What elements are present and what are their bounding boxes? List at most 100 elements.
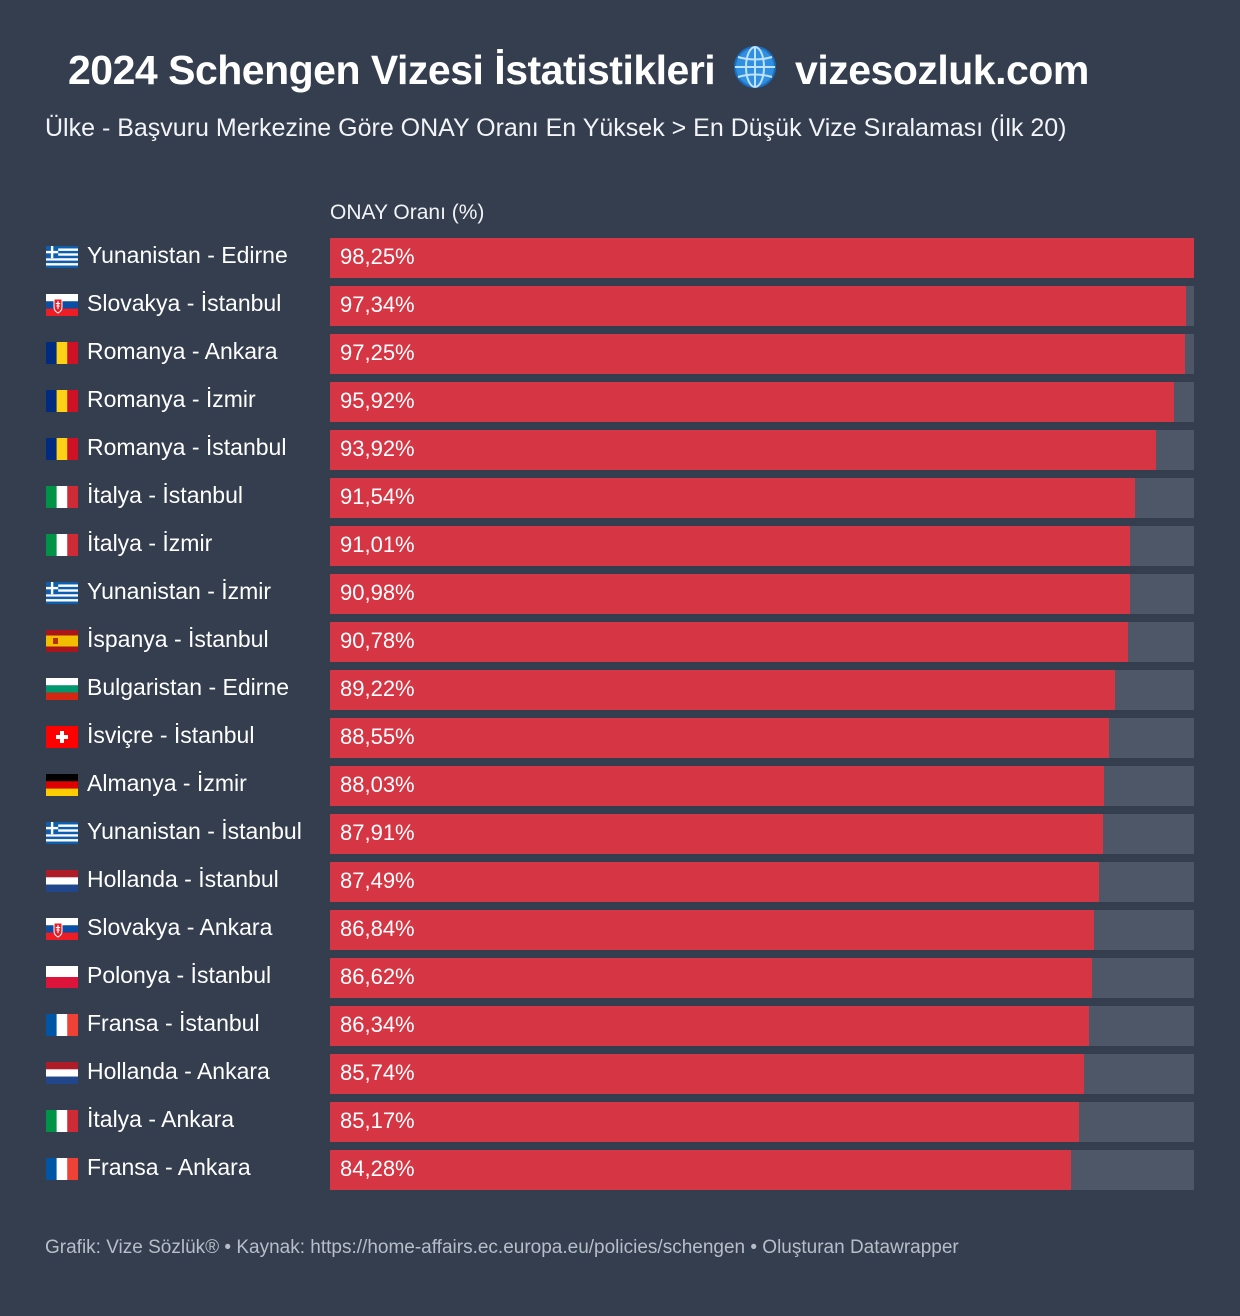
chart-row: İspanya - İstanbul 90,78% [0,622,1240,662]
romania-flag-icon [46,390,78,412]
slovakia-flag-icon [46,294,78,316]
netherlands-flag-icon [46,1062,78,1084]
category-label: Slovakya - İstanbul [87,290,282,316]
bar-track: 84,28% [330,1150,1194,1190]
title-suffix: vizesozluk.com [795,47,1089,93]
chart-row: Hollanda - Ankara 85,74% [0,1054,1240,1094]
bar-track: 85,74% [330,1054,1194,1094]
bar [330,1150,1072,1190]
bar [330,1006,1090,1046]
bar [330,718,1109,758]
chart-row: Yunanistan - İzmir 90,98% [0,574,1240,614]
category-label: Slovakya - Ankara [87,914,273,940]
value-label: 85,74% [340,1060,415,1085]
italy-flag-icon [46,1110,78,1132]
category-label: Bulgaristan - Edirne [87,674,289,700]
value-label: 93,92% [340,436,415,461]
bar-track: 86,84% [330,910,1194,950]
category-label: Hollanda - İstanbul [87,866,279,892]
category-label: Fransa - İstanbul [87,1010,260,1036]
bar [330,958,1092,998]
chart-row: Fransa - Ankara 84,28% [0,1150,1240,1190]
bar [330,238,1194,278]
category-label: İtalya - İzmir [87,530,213,556]
value-label: 86,62% [340,964,415,989]
chart-row: Bulgaristan - Edirne 89,22% [0,670,1240,710]
bar [330,286,1186,326]
value-label: 87,91% [340,820,415,845]
category-label: İspanya - İstanbul [87,626,269,652]
value-label: 98,25% [340,244,415,269]
category-label: Yunanistan - İzmir [87,578,272,604]
bar-track: 95,92% [330,382,1194,422]
bar-track: 89,22% [330,670,1194,710]
value-label: 91,01% [340,532,415,557]
category-label: İtalya - İstanbul [87,482,243,508]
footer-credits: Grafik: Vize Sözlük® • Kaynak: https://h… [45,1237,959,1258]
category-label: Romanya - Ankara [87,338,278,364]
bar [330,622,1129,662]
value-label: 84,28% [340,1156,415,1181]
chart-row: Hollanda - İstanbul 87,49% [0,862,1240,902]
bar-track: 87,91% [330,814,1194,854]
chart-row: Yunanistan - İstanbul 87,91% [0,814,1240,854]
category-label: Yunanistan - Edirne [87,242,288,268]
slovakia-flag-icon [46,918,78,940]
category-label: İtalya - Ankara [87,1106,235,1132]
chart-row: İtalya - İstanbul 91,54% [0,478,1240,518]
bar-track: 90,78% [330,622,1194,662]
chart-subtitle: Ülke - Başvuru Merkezine Göre ONAY Oranı… [45,114,1067,142]
bar [330,526,1131,566]
value-label: 89,22% [340,676,415,701]
chart-title: 2024 Schengen Vizesi İstatistikleri vize… [68,44,1089,100]
bar-track: 97,34% [330,286,1194,326]
chart-row: Romanya - Ankara 97,25% [0,334,1240,374]
bar-track: 97,25% [330,334,1194,374]
chart-row: İtalya - İzmir 91,01% [0,526,1240,566]
bar [330,382,1174,422]
bar [330,814,1104,854]
bar-track: 85,17% [330,1102,1194,1142]
bar [330,334,1186,374]
chart-row: Yunanistan - Edirne 98,25% [0,238,1240,278]
category-label: Romanya - İzmir [87,386,256,412]
value-label: 97,25% [340,340,415,365]
value-label: 86,84% [340,916,415,941]
chart-row: Romanya - İzmir 95,92% [0,382,1240,422]
netherlands-flag-icon [46,870,78,892]
category-label: İsviçre - İstanbul [87,722,255,748]
bar-track: 88,03% [330,766,1194,806]
chart-row: Slovakya - Ankara 86,84% [0,910,1240,950]
bar-track: 86,34% [330,1006,1194,1046]
bar [330,574,1131,614]
bar [330,910,1094,950]
category-label: Polonya - İstanbul [87,962,272,988]
bar-track: 86,62% [330,958,1194,998]
greece-flag-icon [46,246,78,268]
chart-row: Slovakya - İstanbul 97,34% [0,286,1240,326]
romania-flag-icon [46,438,78,460]
value-label: 95,92% [340,388,415,413]
france-flag-icon [46,1158,78,1180]
value-label: 86,34% [340,1012,415,1037]
value-label: 90,78% [340,628,415,653]
bar [330,862,1100,902]
spain-flag-icon [46,630,78,652]
bar-track: 91,01% [330,526,1194,566]
greece-flag-icon [46,822,78,844]
bar [330,430,1156,470]
category-label: Romanya - İstanbul [87,434,287,460]
italy-flag-icon [46,486,78,508]
bar-track: 88,55% [330,718,1194,758]
france-flag-icon [46,1014,78,1036]
value-label: 88,03% [340,772,415,797]
bar-track: 98,25% [330,238,1194,278]
bar [330,1054,1084,1094]
category-label: Yunanistan - İstanbul [87,818,302,844]
bar-track: 93,92% [330,430,1194,470]
globe-icon [732,44,778,100]
chart-row: Polonya - İstanbul 86,62% [0,958,1240,998]
bar-track: 90,98% [330,574,1194,614]
value-label: 97,34% [340,292,415,317]
